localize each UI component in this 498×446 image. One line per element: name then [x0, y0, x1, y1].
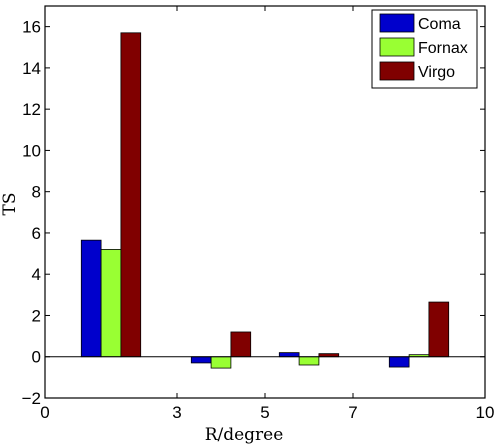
bar-fornax-2 — [210, 356, 232, 369]
bar-fornax-3 — [298, 356, 320, 366]
y-tick-label: 8 — [32, 183, 41, 202]
y-tick-label: 10 — [22, 141, 41, 160]
bar-coma-1 — [80, 239, 102, 358]
legend-swatch-virgo — [379, 61, 415, 81]
y-tick-label: 6 — [32, 224, 41, 243]
x-tick-label: 10 — [476, 403, 495, 422]
legend-label-coma: Coma — [418, 16, 461, 33]
legend-label-virgo: Virgo — [418, 64, 455, 81]
y-tick-label: 16 — [22, 18, 41, 37]
bar-virgo-4 — [428, 301, 450, 358]
y-tick-label: 12 — [22, 100, 41, 119]
x-tick-label: 5 — [260, 403, 269, 422]
legend: Coma Fornax Virgo — [371, 9, 478, 89]
legend-swatch-fornax — [379, 37, 415, 57]
y-tick-label: 4 — [32, 265, 41, 284]
bar-coma-2 — [190, 356, 212, 364]
x-tick-label: 3 — [172, 403, 181, 422]
y-tick-label: 14 — [22, 59, 41, 78]
x-tick-label: 0 — [40, 403, 49, 422]
y-tick-label: 0 — [32, 348, 41, 367]
bar-virgo-2 — [230, 331, 252, 358]
x-axis-label: R/degree — [205, 425, 284, 445]
y-tick-label: −2 — [22, 389, 41, 408]
bar-coma-3 — [278, 352, 300, 358]
y-axis-label: TS — [0, 193, 20, 216]
x-tick-label: 7 — [348, 403, 357, 422]
bars — [80, 32, 450, 369]
bar-fornax-1 — [100, 249, 122, 358]
y-tick-label: 2 — [32, 306, 41, 325]
bar-coma-4 — [388, 356, 410, 368]
legend-swatch-coma — [379, 13, 415, 33]
bar-virgo-1 — [120, 32, 142, 358]
legend-label-fornax: Fornax — [418, 40, 468, 57]
